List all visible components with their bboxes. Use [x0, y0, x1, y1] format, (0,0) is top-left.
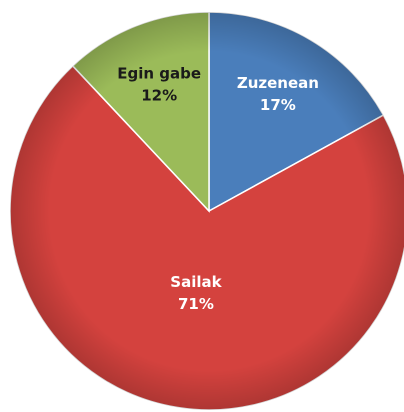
slice-label: Egin gabe — [117, 65, 201, 83]
slice-label: Sailak — [170, 273, 222, 291]
slice-value-label: 12% — [141, 87, 177, 105]
slice-value-label: 71% — [178, 295, 214, 313]
slice-label: Zuzenean — [237, 74, 319, 92]
slice-value-label: 17% — [260, 96, 296, 114]
